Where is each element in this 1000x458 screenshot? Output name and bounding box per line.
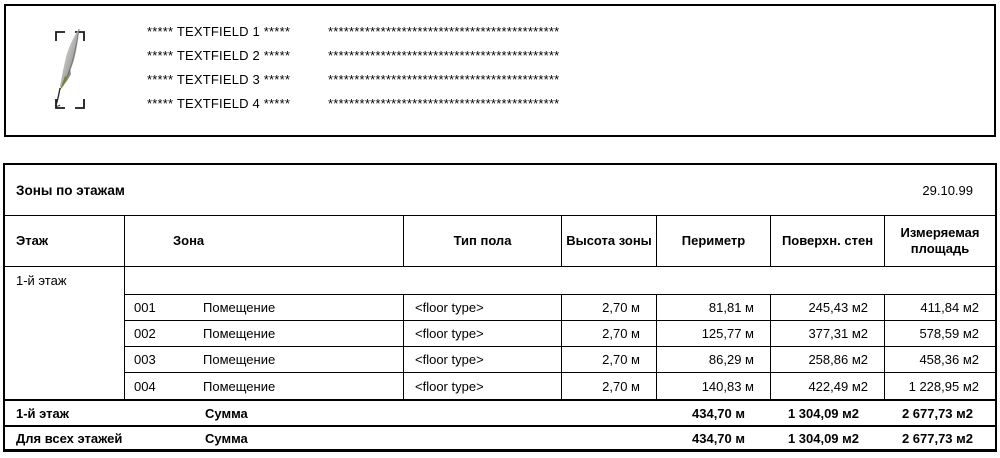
column-header-zone-height: Высота зоны (562, 216, 657, 266)
column-header-measured-area: Измеряемая площадь (900, 224, 980, 256)
summary-area: 2 677,73 м2 (901, 430, 973, 446)
summary-all-floors-label: Для всех этажей (16, 430, 123, 446)
column-header-wall-surface: Поверхн. стен (771, 216, 885, 266)
cell-floor-type: <floor type> (404, 295, 562, 321)
cell-height: 2,70 м (562, 373, 657, 399)
letterhead-box: ***** TEXTFIELD 1 ***** ****************… (4, 4, 996, 137)
table-header-row: Этаж Зона Тип пола Высота зоны Периметр … (5, 216, 995, 267)
summary-wall-surface: 1 304,09 м2 (787, 430, 859, 446)
zone-code: 002 (134, 326, 156, 341)
textfield-2-value: ****************************************… (328, 47, 560, 63)
textfield-2-label: ***** TEXTFIELD 2 ***** (147, 47, 291, 63)
cell-wall-surface: 258,86 м2 (771, 347, 885, 373)
textfield-1-label: ***** TEXTFIELD 1 ***** (147, 23, 291, 39)
summary-area: 2 677,73 м2 (901, 405, 973, 421)
floor-group-label: 1-й этаж (5, 267, 125, 399)
table-body: 1-й этаж 001 Помещение <floor type> 2,70… (5, 267, 995, 399)
feather-logo-icon (50, 24, 92, 117)
cell-height: 2,70 м (562, 347, 657, 373)
report-date: 29.10.99 (922, 182, 973, 198)
zone-name: Помещение (203, 326, 276, 341)
page-title: Зоны по этажам (16, 182, 125, 198)
textfield-3-label: ***** TEXTFIELD 3 ***** (147, 71, 291, 87)
summary-row-floor: 1-й этаж Сумма 434,70 м 1 304,09 м2 2 67… (5, 399, 995, 425)
textfield-4-label: ***** TEXTFIELD 4 ***** (147, 95, 291, 111)
column-header-floor-type: Тип пола (404, 216, 562, 266)
textfield-4-value: ****************************************… (328, 95, 560, 111)
column-header-floor: Этаж (5, 216, 125, 266)
cell-floor-type: <floor type> (404, 373, 562, 399)
table-row-zone: 001 Помещение (125, 295, 404, 321)
zone-name: Помещение (203, 352, 276, 367)
textfield-1-value: ****************************************… (328, 23, 560, 39)
column-header-zone: Зона (125, 216, 404, 266)
cell-perimeter: 140,83 м (657, 373, 771, 399)
summary-floor-label: 1-й этаж (16, 405, 69, 421)
cell-perimeter: 81,81 м (657, 295, 771, 321)
cell-floor-type: <floor type> (404, 321, 562, 347)
summary-sum-label: Сумма (205, 430, 248, 446)
cell-perimeter: 125,77 м (657, 321, 771, 347)
zone-code: 003 (134, 352, 156, 367)
cell-perimeter: 86,29 м (657, 347, 771, 373)
zone-name: Помещение (203, 378, 276, 394)
floor-group-spacer (125, 267, 995, 295)
summary-perimeter: 434,70 м (692, 405, 745, 421)
table-row-zone: 004 Помещение (125, 373, 404, 399)
summary-row-all-floors: Для всех этажей Сумма 434,70 м 1 304,09 … (5, 425, 995, 449)
cell-wall-surface: 422,49 м2 (771, 373, 885, 399)
cell-wall-surface: 377,31 м2 (771, 321, 885, 347)
cell-height: 2,70 м (562, 295, 657, 321)
cell-wall-surface: 245,43 м2 (771, 295, 885, 321)
cell-floor-type: <floor type> (404, 347, 562, 373)
table-row-zone: 003 Помещение (125, 347, 404, 373)
cell-area: 458,36 м2 (885, 347, 995, 373)
cell-area: 578,59 м2 (885, 321, 995, 347)
zones-table: Зоны по этажам 29.10.99 Этаж Зона Тип по… (3, 163, 997, 452)
cell-area: 411,84 м2 (885, 295, 995, 321)
summary-wall-surface: 1 304,09 м2 (787, 405, 859, 421)
summary-sum-label: Сумма (205, 405, 248, 421)
cell-height: 2,70 м (562, 321, 657, 347)
zone-name: Помещение (203, 300, 276, 315)
zone-code: 001 (134, 300, 156, 315)
summary-perimeter: 434,70 м (692, 430, 745, 446)
textfield-3-value: ****************************************… (328, 71, 560, 87)
column-header-perimeter: Периметр (657, 216, 771, 266)
table-title-row: Зоны по этажам 29.10.99 (5, 165, 995, 216)
table-row-zone: 002 Помещение (125, 321, 404, 347)
zone-code: 004 (134, 378, 156, 394)
cell-area: 1 228,95 м2 (908, 378, 979, 394)
